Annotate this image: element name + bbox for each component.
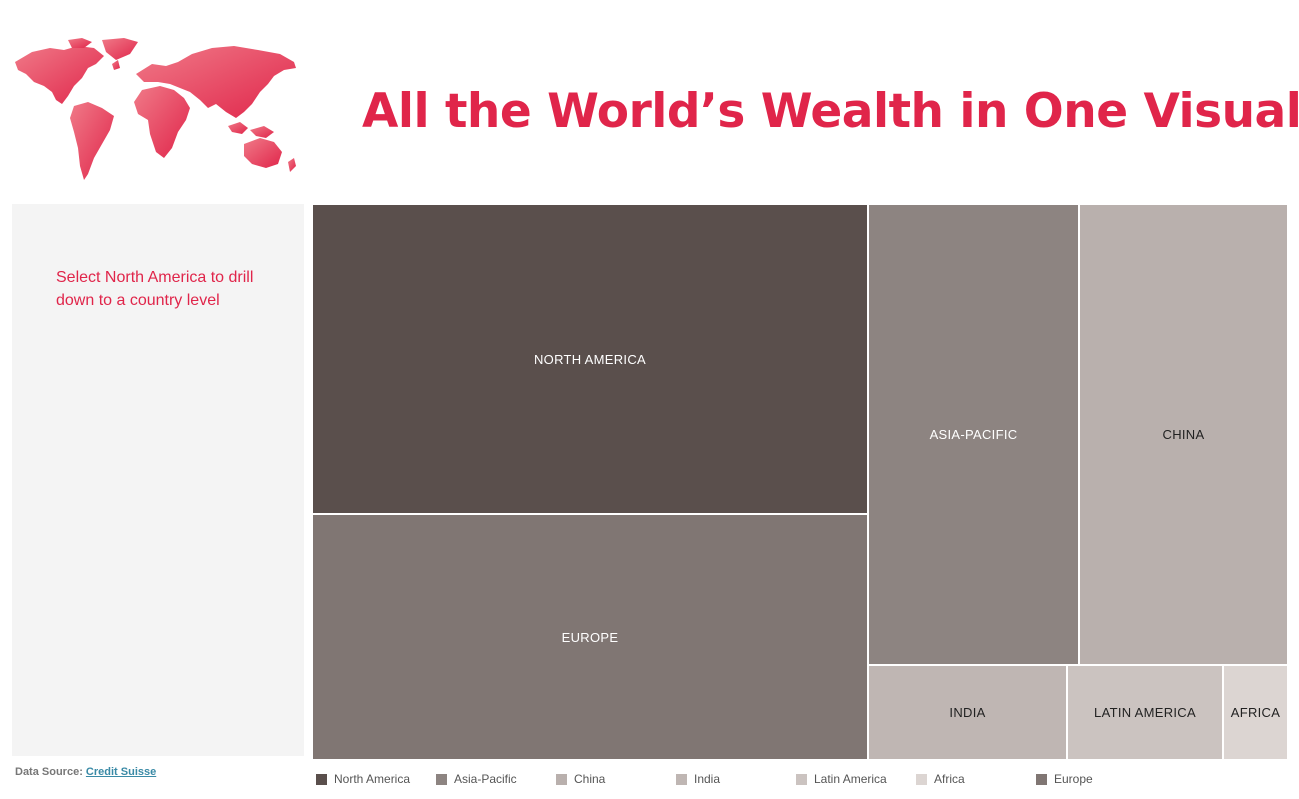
legend-swatch bbox=[1036, 773, 1047, 785]
treemap-tile-asia-pacific[interactable]: ASIA-PACIFIC bbox=[868, 204, 1079, 665]
tile-label-china: CHINA bbox=[1162, 427, 1205, 442]
treemap-tile-north-america[interactable]: NORTH AMERICA bbox=[312, 204, 868, 514]
legend-label: North America bbox=[334, 772, 411, 786]
treemap-tile-china[interactable]: CHINA bbox=[1079, 204, 1288, 665]
tile-label-india: INDIA bbox=[949, 705, 986, 720]
legend-swatch bbox=[916, 773, 927, 785]
tile-label-europe: EUROPE bbox=[561, 629, 619, 645]
legend-swatch bbox=[676, 773, 687, 785]
treemap-tile-africa[interactable]: AFRICA bbox=[1223, 665, 1288, 760]
data-source-link[interactable]: Credit Suisse bbox=[85, 766, 157, 778]
legend-item-africa[interactable]: Africa bbox=[916, 772, 965, 786]
tile-label-africa: AFRICA bbox=[1230, 705, 1281, 720]
legend-label: Africa bbox=[934, 772, 965, 786]
page-title: All the World’s Wealth in One Visual bbox=[362, 84, 1299, 139]
treemap-tile-europe[interactable]: EUROPE bbox=[312, 514, 868, 760]
treemap-tile-latin-america[interactable]: LATIN AMERICA bbox=[1067, 665, 1223, 760]
legend-item-china[interactable]: China bbox=[556, 772, 605, 786]
legend-swatch bbox=[796, 773, 807, 785]
legend-label: Latin America bbox=[814, 772, 887, 786]
legend-label: India bbox=[694, 772, 721, 786]
tile-label-latin-america: LATIN AMERICA bbox=[1094, 705, 1196, 720]
legend: North America Asia-Pacific China India L… bbox=[316, 772, 1286, 790]
legend-item-india[interactable]: India bbox=[676, 772, 720, 786]
world-map-icon bbox=[15, 38, 296, 180]
data-source: Data Source: Credit Suisse bbox=[15, 766, 156, 778]
tile-label-asia-pacific: ASIA-PACIFIC bbox=[929, 427, 1018, 442]
legend-item-europe[interactable]: Europe bbox=[1036, 772, 1093, 786]
legend-label: Europe bbox=[1054, 772, 1093, 786]
treemap-tile-india[interactable]: INDIA bbox=[868, 665, 1067, 760]
wealth-treemap: NORTH AMERICA EUROPE ASIA-PACIFIC CHINA … bbox=[312, 204, 1288, 760]
legend-label: Asia-Pacific bbox=[454, 772, 517, 786]
legend-item-asia-pacific[interactable]: Asia-Pacific bbox=[436, 772, 517, 786]
side-panel: Select North America to drill down to a … bbox=[12, 204, 304, 756]
legend-swatch bbox=[556, 773, 567, 785]
tile-label-north-america: NORTH AMERICA bbox=[533, 351, 646, 367]
legend-item-latin-america[interactable]: Latin America bbox=[796, 772, 887, 786]
legend-swatch bbox=[316, 773, 327, 785]
data-source-label: Data Source: bbox=[15, 766, 83, 778]
legend-label: China bbox=[574, 772, 606, 786]
legend-item-north-america[interactable]: North America bbox=[316, 772, 410, 786]
legend-swatch bbox=[436, 773, 447, 785]
drill-down-instruction: Select North America to drill down to a … bbox=[56, 269, 254, 309]
